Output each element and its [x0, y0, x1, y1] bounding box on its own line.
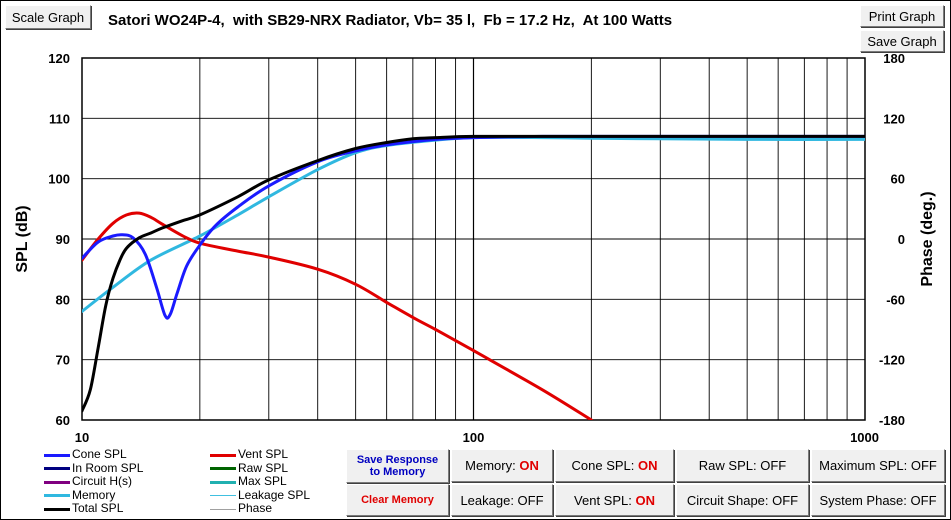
- legend-label: Max SPL: [238, 474, 287, 488]
- legend-swatch: [44, 480, 70, 484]
- graph-title: Satori WO24P-4, with SB29-NRX Radiator, …: [108, 12, 673, 29]
- y2-axis-label: Phase (deg.): [919, 191, 936, 286]
- y2-tick-label: -120: [879, 353, 905, 368]
- y-tick-label: 100: [48, 172, 70, 187]
- y2-tick-label: 180: [883, 51, 905, 66]
- save-response-to-memory-button[interactable]: Save Response to Memory: [346, 449, 449, 483]
- legend-swatch: [210, 480, 236, 484]
- y2-tick-label: 60: [891, 172, 905, 187]
- toggle-label: Maximum SPL:: [819, 458, 911, 473]
- toggle-label: Cone SPL:: [571, 458, 638, 473]
- system-phase-toggle[interactable]: System Phase: OFF: [811, 484, 945, 516]
- y-tick-label: 90: [56, 232, 70, 247]
- toggle-label: Leakage:: [460, 492, 518, 508]
- legend-swatch: [210, 453, 236, 457]
- legend-swatch: [44, 494, 70, 497]
- toggle-state: OFF: [517, 492, 544, 508]
- legend-swatch: [44, 507, 70, 511]
- toggle-label: Circuit Shape:: [686, 492, 773, 508]
- legend-swatch: [210, 467, 236, 470]
- y-tick-label: 110: [49, 111, 70, 126]
- circuit-shape-toggle[interactable]: Circuit Shape: OFF: [676, 484, 809, 516]
- print-graph-button[interactable]: Print Graph: [860, 5, 944, 27]
- toggle-state: OFF: [910, 458, 937, 473]
- x-tick-label: 10: [75, 430, 89, 445]
- save-response-label: Save Response to Memory: [356, 454, 439, 478]
- memory-toggle[interactable]: Memory: ON: [451, 449, 553, 482]
- legend-swatch: [210, 495, 236, 496]
- legend-label: Phase: [238, 501, 273, 515]
- clear-memory-label: Clear Memory: [361, 494, 434, 506]
- legend-label: In Room SPL: [72, 460, 144, 475]
- y2-tick-label: -180: [879, 413, 905, 428]
- toggle-state: ON: [638, 458, 658, 473]
- legend-label: Circuit H(s): [72, 474, 132, 488]
- y-tick-label: 70: [56, 353, 70, 368]
- leakage-toggle[interactable]: Leakage: OFF: [451, 484, 553, 516]
- save-graph-button[interactable]: Save Graph: [860, 30, 944, 52]
- maximum-spl-toggle[interactable]: Maximum SPL: OFF: [811, 449, 945, 482]
- toggle-label: System Phase:: [819, 492, 911, 508]
- y-tick-label: 60: [56, 413, 70, 428]
- y2-tick-label: 0: [898, 232, 905, 247]
- series-vent-spl-line: [82, 211, 593, 420]
- clear-memory-button[interactable]: Clear Memory: [346, 484, 449, 516]
- y2-tick-label: 120: [883, 111, 905, 126]
- toggle-state: ON: [635, 492, 655, 508]
- series-total-spl-line: [82, 134, 865, 413]
- toggle-label: Vent SPL:: [574, 492, 636, 508]
- scale-graph-button[interactable]: Scale Graph: [5, 5, 91, 29]
- series-group: [82, 134, 865, 420]
- y2-tick-label: -60: [886, 292, 905, 307]
- toggle-state: OFF: [760, 458, 787, 473]
- legend-label: Cone SPL: [72, 447, 127, 461]
- x-tick-label: 1000: [850, 430, 879, 445]
- legend-label: Raw SPL: [238, 460, 289, 475]
- x-tick-label: 100: [463, 430, 485, 445]
- vent-spl-toggle[interactable]: Vent SPL: ON: [555, 484, 674, 516]
- legend-swatch: [210, 508, 236, 510]
- legend-label: Memory: [72, 487, 116, 502]
- cone-spl-toggle[interactable]: Cone SPL: ON: [555, 449, 674, 482]
- legend-label: Leakage SPL: [238, 487, 311, 502]
- toggle-state: ON: [519, 458, 539, 473]
- y-tick-label: 120: [48, 51, 70, 66]
- legend-swatch: [44, 467, 70, 470]
- raw-spl-toggle[interactable]: Raw SPL: OFF: [676, 449, 809, 482]
- toggle-label: Memory:: [465, 458, 520, 473]
- grid: [82, 58, 865, 420]
- y-axis-label: SPL (dB): [14, 205, 31, 272]
- legend-swatch: [44, 453, 70, 457]
- plot-border: [81, 57, 866, 421]
- legend-label: Vent SPL: [238, 447, 289, 461]
- toggle-state: OFF: [772, 492, 799, 508]
- toggle-label: Raw SPL:: [698, 458, 761, 473]
- legend-label: Total SPL: [72, 501, 124, 515]
- y-tick-label: 80: [56, 292, 70, 307]
- toggle-state: OFF: [910, 492, 937, 508]
